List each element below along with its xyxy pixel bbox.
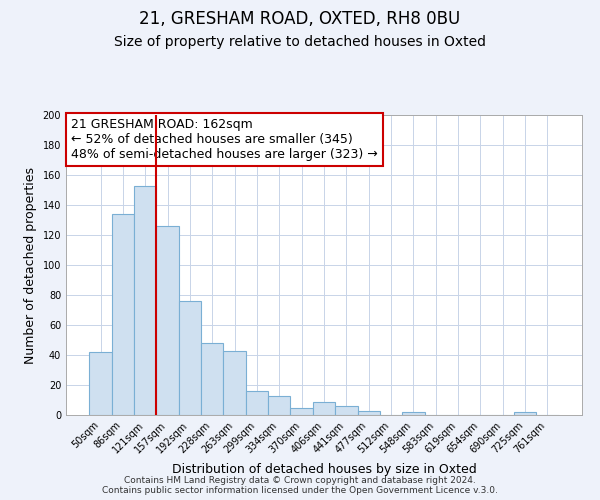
Bar [358, 410, 380, 415]
Text: Contains HM Land Registry data © Crown copyright and database right 2024.
Contai: Contains HM Land Registry data © Crown c… [102, 476, 498, 495]
Bar [290, 408, 313, 415]
Text: 21, GRESHAM ROAD, OXTED, RH8 0BU: 21, GRESHAM ROAD, OXTED, RH8 0BU [139, 10, 461, 28]
Bar [134, 186, 157, 415]
Bar [402, 412, 425, 415]
Text: Size of property relative to detached houses in Oxted: Size of property relative to detached ho… [114, 35, 486, 49]
Bar [157, 226, 179, 415]
X-axis label: Distribution of detached houses by size in Oxted: Distribution of detached houses by size … [172, 463, 476, 476]
Bar [313, 402, 335, 415]
Bar [335, 406, 358, 415]
Bar [223, 350, 246, 415]
Y-axis label: Number of detached properties: Number of detached properties [24, 166, 37, 364]
Bar [201, 343, 223, 415]
Bar [246, 391, 268, 415]
Bar [514, 412, 536, 415]
Bar [179, 301, 201, 415]
Bar [112, 214, 134, 415]
Bar [89, 352, 112, 415]
Bar [268, 396, 290, 415]
Text: 21 GRESHAM ROAD: 162sqm
← 52% of detached houses are smaller (345)
48% of semi-d: 21 GRESHAM ROAD: 162sqm ← 52% of detache… [71, 118, 378, 161]
